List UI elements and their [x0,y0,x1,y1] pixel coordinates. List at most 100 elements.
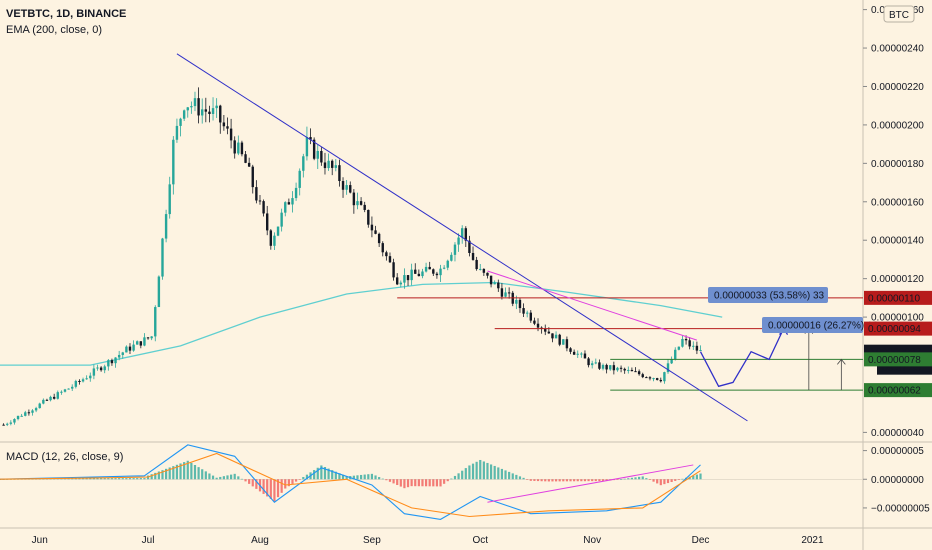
candle-body-140 [507,292,511,294]
candle-body-40 [146,337,150,339]
macd-hist-bar-163 [587,479,590,482]
ema-legend[interactable]: EMA (200, close, 0) [6,24,102,36]
candle-body-44 [161,238,164,277]
macd-hist-bar-73 [262,479,265,494]
macd-hist-bar-79 [284,479,287,489]
candle-body-169 [612,365,616,371]
candle-body-93 [338,165,341,182]
candle-body-116 [421,271,424,277]
candle-body-150 [544,328,547,332]
candle-body-58 [211,108,215,114]
macd-hist-bar-47 [168,467,171,480]
macd-hist-bar-88 [316,467,319,480]
macd-hist-bar-74 [266,479,269,497]
candle-body-83 [302,156,305,171]
candle-body-187 [677,346,681,350]
macd-hist-bar-184 [663,479,666,485]
macd-hist-bar-173 [623,478,626,480]
candle-body-14 [52,396,56,399]
measure-label-small: 0.00000016 (26.27%) 16 [768,321,879,332]
candle-body-162 [587,358,590,366]
macd-hist-bar-62 [222,476,225,480]
price-tag-lower-red: 0.00000094 [868,324,921,335]
macd-hist-bar-70 [251,479,254,487]
macd-hist-bar-87 [313,470,316,480]
candle-body-10 [38,403,41,409]
macd-hist-bar-33 [118,478,121,480]
macd-hist-bar-85 [305,474,309,480]
candle-body-17 [63,389,67,392]
macd-hist-bar-124 [446,479,449,482]
price-tick-label-2: 0.00000220 [871,82,924,93]
symbol-legend[interactable]: VETBTC, 1D, BINANCE [6,8,127,20]
macd-hist-bar-59 [211,475,215,480]
candle-body-56 [204,109,208,112]
macd-hist-bar-144 [518,476,522,480]
candle-body-160 [580,353,583,355]
macd-hist-bar-67 [240,478,244,480]
candle-body-164 [594,362,597,364]
macd-hist-bar-106 [381,478,384,480]
price-tag-upper-red-box [864,290,932,305]
candle-body-28 [103,366,106,371]
measure-label-big-box [708,287,828,303]
macd-hist-bar-55 [197,467,200,480]
macd-hist-bar-102 [367,474,370,480]
candle-body-23 [85,378,88,380]
candle-body-173 [627,369,630,371]
macd-hist-bar-165 [594,479,597,482]
candle-body-178 [645,377,648,379]
macd-hist-bar-183 [659,479,662,486]
macd-hist-bar-154 [554,479,558,482]
candle-body-49 [179,118,182,126]
candle-body-123 [446,260,449,268]
candle-body-110 [399,282,403,285]
price-tick-label-8: 0.00000100 [871,313,924,324]
macd-hist-bar-35 [125,478,128,480]
macd-hist-bar-180 [648,479,652,480]
candle-body-13 [49,396,52,401]
candle-body-120 [435,273,439,276]
candle-body-166 [601,364,605,369]
candle-body-142 [515,299,518,304]
macd-hist-bar-126 [453,475,457,480]
candle-body-145 [525,312,529,314]
time-tick-label-0: Jun [32,535,48,546]
candle-body-188 [681,338,684,347]
candle-body-149 [540,327,543,329]
candle-body-47 [172,139,175,185]
candle-body-36 [132,344,135,351]
candle-body-98 [356,201,359,206]
macd-hist-bar-192 [692,475,695,480]
candle-body-122 [442,267,446,269]
candle-body-72 [262,201,265,214]
macd-hist-bar-193 [695,474,698,480]
macd-hist-bar-94 [338,473,341,480]
candle-body-52 [190,106,193,108]
macd-hist-bar-25 [89,478,92,480]
candle-body-55 [201,109,204,116]
candle-body-2 [9,422,13,424]
candle-body-126 [457,237,460,245]
candle-body-77 [280,212,283,227]
candle-body-29 [107,360,110,367]
macd-hist-bar-178 [641,476,644,480]
macd-hist-bar-36 [128,478,132,480]
macd-hist-bar-139 [500,468,504,480]
macd-hist-bar-84 [302,476,305,480]
macd-hist-bar-121 [435,479,439,487]
candle-body-91 [331,160,334,168]
candle-body-151 [547,331,551,334]
macd-hist-bar-110 [396,479,399,485]
macd-legend[interactable]: MACD (12, 26, close, 9) [6,451,124,463]
candle-body-11 [42,399,45,404]
candle-body-63 [229,128,233,141]
macd-hist-bar-23 [81,478,85,480]
macd-line [0,444,701,520]
candle-body-193 [699,350,702,352]
candle-body-192 [695,345,699,351]
macd-hist-bar-77 [276,479,280,498]
candle-body-38 [139,341,143,346]
macd-hist-bar-151 [544,479,547,482]
